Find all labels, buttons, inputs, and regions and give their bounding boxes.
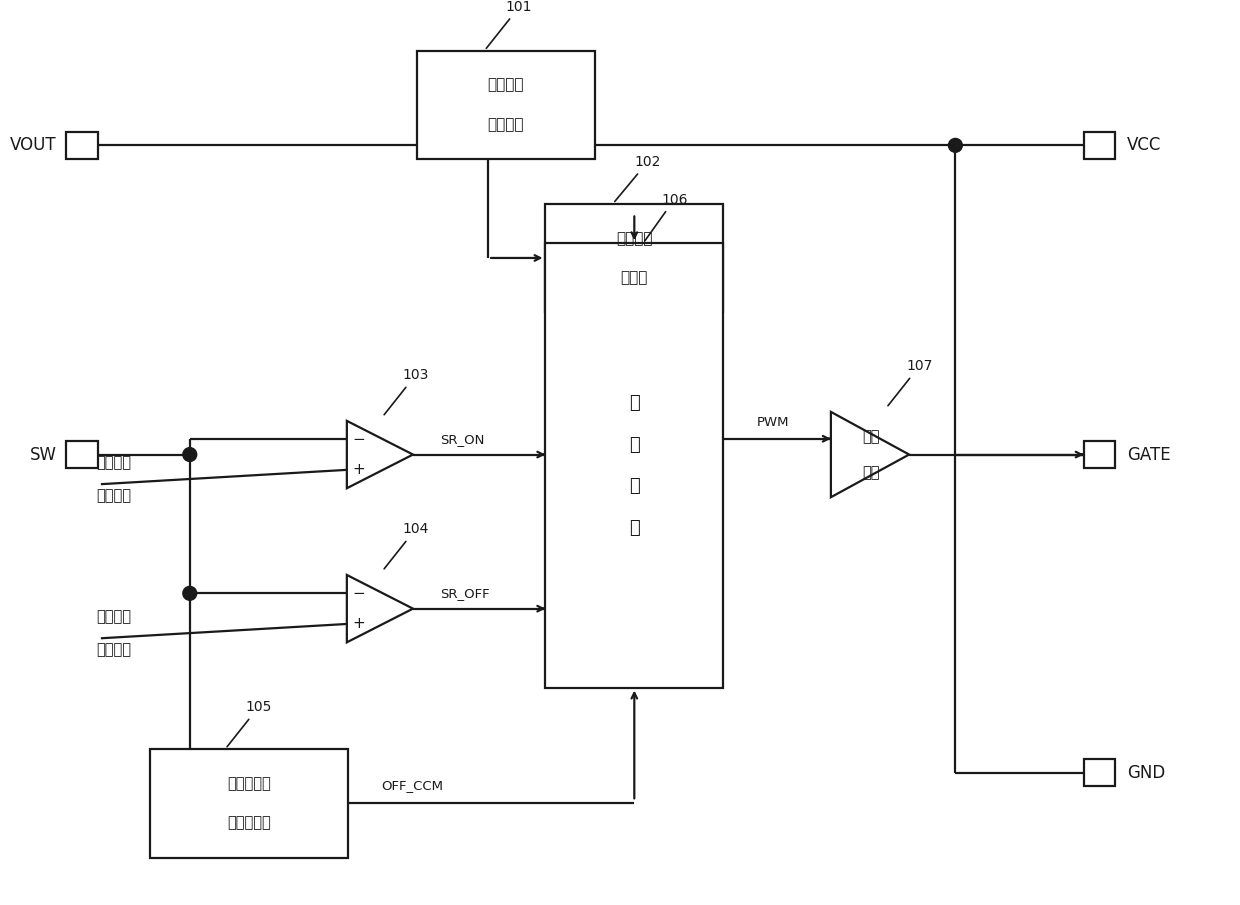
Text: SW: SW xyxy=(30,445,57,463)
Text: GND: GND xyxy=(1127,764,1166,782)
Text: 105: 105 xyxy=(227,700,272,747)
Circle shape xyxy=(182,448,197,462)
Text: 101: 101 xyxy=(486,0,532,48)
Text: 器电路: 器电路 xyxy=(621,271,649,285)
Text: 辑: 辑 xyxy=(629,435,640,453)
Text: OFF_CCM: OFF_CCM xyxy=(381,779,443,792)
Text: PWM: PWM xyxy=(756,416,789,430)
Text: GATE: GATE xyxy=(1127,445,1171,463)
Text: 107: 107 xyxy=(888,359,932,405)
Text: 第一阈值: 第一阈值 xyxy=(95,455,131,470)
Text: SR_OFF: SR_OFF xyxy=(440,587,490,600)
Bar xyxy=(66,131,98,159)
Bar xyxy=(1084,441,1116,469)
Text: 欠压比较: 欠压比较 xyxy=(616,231,652,245)
Text: 第二阈值: 第二阈值 xyxy=(95,609,131,624)
Text: VCC: VCC xyxy=(1127,137,1162,155)
Text: +: + xyxy=(352,616,366,632)
Text: VOUT: VOUT xyxy=(10,137,57,155)
Text: 路: 路 xyxy=(629,519,640,537)
Text: 电: 电 xyxy=(629,477,640,495)
Bar xyxy=(417,51,595,159)
Text: +: + xyxy=(352,462,366,477)
Text: 生成电路: 生成电路 xyxy=(487,117,525,132)
Text: 104: 104 xyxy=(384,522,429,569)
Text: 电压信号: 电压信号 xyxy=(95,643,131,658)
Bar xyxy=(150,749,348,858)
Circle shape xyxy=(949,138,962,152)
Text: 第一电压: 第一电压 xyxy=(487,78,525,92)
Text: 103: 103 xyxy=(384,368,429,414)
Text: 106: 106 xyxy=(645,193,687,241)
Text: 102: 102 xyxy=(615,155,661,202)
Text: 连续模式工: 连续模式工 xyxy=(227,776,270,791)
Bar xyxy=(546,204,723,312)
Text: 驱动: 驱动 xyxy=(863,429,880,444)
Bar xyxy=(546,243,723,688)
Bar xyxy=(66,441,98,469)
Text: −: − xyxy=(352,432,366,447)
Bar xyxy=(1084,131,1116,159)
Bar xyxy=(1084,758,1116,786)
Text: 逻: 逻 xyxy=(629,395,640,412)
Text: SR_ON: SR_ON xyxy=(440,433,485,446)
Text: 电压信号: 电压信号 xyxy=(95,489,131,503)
Text: 电路: 电路 xyxy=(863,465,880,480)
Text: 作机制电路: 作机制电路 xyxy=(227,815,270,831)
Circle shape xyxy=(182,586,197,600)
Text: −: − xyxy=(352,586,366,601)
